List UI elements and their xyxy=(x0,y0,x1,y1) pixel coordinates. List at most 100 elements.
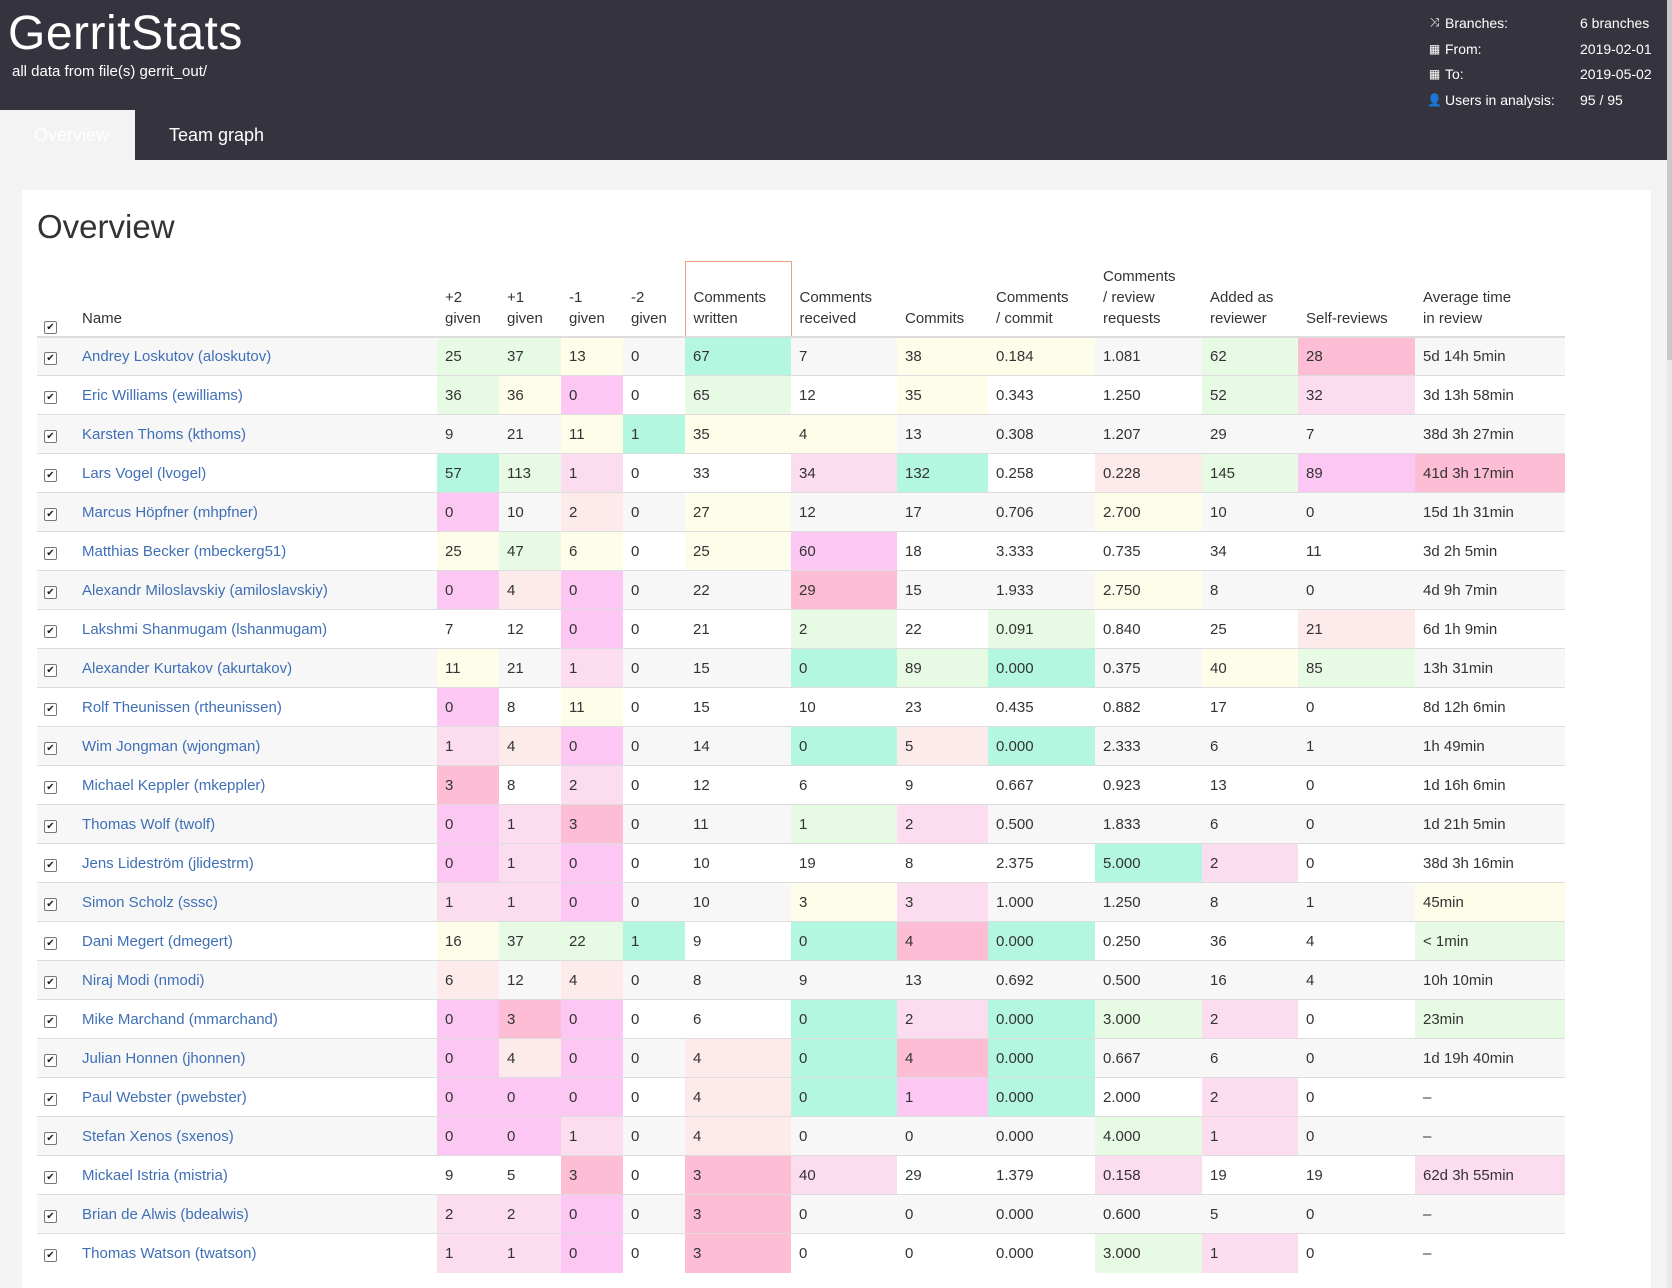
column-header-m1[interactable]: -1 given xyxy=(561,261,623,338)
cell-p2: 11 xyxy=(437,648,499,688)
row-checkbox[interactable]: ✔ xyxy=(44,1014,57,1028)
tab-overview[interactable]: Overview xyxy=(0,110,135,160)
user-link[interactable]: Mickael Istria (mistria) xyxy=(82,1166,228,1184)
row-checkbox[interactable]: ✔ xyxy=(44,819,57,833)
user-link[interactable]: Michael Keppler (mkeppler) xyxy=(82,776,266,794)
select-all-checkbox[interactable]: ✔ xyxy=(44,320,57,334)
user-link[interactable]: Stefan Xenos (sxenos) xyxy=(82,1127,234,1145)
cell-cr: 0 xyxy=(791,999,897,1039)
row-checkbox[interactable]: ✔ xyxy=(44,546,57,560)
row-checkbox[interactable]: ✔ xyxy=(44,507,57,521)
user-link[interactable]: Niraj Modi (nmodi) xyxy=(82,971,205,989)
scrollbar-thumb[interactable] xyxy=(1667,0,1672,360)
cell-m2: 0 xyxy=(623,999,685,1039)
user-link[interactable]: Thomas Wolf (twolf) xyxy=(82,815,216,833)
column-header-m2[interactable]: -2 given xyxy=(623,261,685,338)
table-row: ✔ Eric Williams (ewilliams) 36 36 0 0 65 12 35 0.… xyxy=(37,375,1565,415)
user-name-cell: Mike Marchand (mmarchand) xyxy=(74,999,437,1039)
row-checkbox[interactable]: ✔ xyxy=(44,585,57,599)
column-header-cpc[interactable]: Comments / commit xyxy=(988,261,1095,338)
user-link[interactable]: Jens Lideström (jlidestrm) xyxy=(82,854,254,872)
column-header-name[interactable]: Name xyxy=(74,261,437,338)
column-header-cw[interactable]: Comments written xyxy=(684,261,792,338)
cell-sr: 0 xyxy=(1298,687,1415,727)
cell-avg: 1d 19h 40min xyxy=(1415,1038,1565,1078)
user-link[interactable]: Dani Megert (dmegert) xyxy=(82,932,233,950)
row-checkbox[interactable]: ✔ xyxy=(44,390,57,404)
row-checkbox[interactable]: ✔ xyxy=(44,858,57,872)
cell-cw: 15 xyxy=(685,687,791,727)
column-header-cr[interactable]: Comments received xyxy=(791,261,897,338)
user-link[interactable]: Paul Webster (pwebster) xyxy=(82,1088,247,1106)
row-checkbox[interactable]: ✔ xyxy=(44,663,57,677)
user-link[interactable]: Matthias Becker (mbeckerg51) xyxy=(82,542,287,560)
column-header-p2[interactable]: +2 given xyxy=(437,261,499,338)
user-link[interactable]: Simon Scholz (sssc) xyxy=(82,893,218,911)
row-checkbox[interactable]: ✔ xyxy=(44,1170,57,1184)
cell-sr: 0 xyxy=(1298,1194,1415,1234)
row-checkbox[interactable]: ✔ xyxy=(44,936,57,950)
row-checkbox[interactable]: ✔ xyxy=(44,624,57,638)
row-checkbox[interactable]: ✔ xyxy=(44,975,57,989)
row-checkbox[interactable]: ✔ xyxy=(44,702,57,716)
user-link[interactable]: Marcus Höpfner (mhpfner) xyxy=(82,503,258,521)
row-checkbox[interactable]: ✔ xyxy=(44,1209,57,1223)
row-checkbox-cell: ✔ xyxy=(37,570,74,610)
table-row: ✔ Paul Webster (pwebster) 0 0 0 0 4 0 1 0.000 2.00… xyxy=(37,1077,1565,1117)
column-header-sr[interactable]: Self-reviews xyxy=(1298,261,1415,338)
row-checkbox[interactable]: ✔ xyxy=(44,429,57,443)
cell-commits: 2 xyxy=(897,804,988,844)
user-link[interactable]: Rolf Theunissen (rtheunissen) xyxy=(82,698,282,716)
row-checkbox[interactable]: ✔ xyxy=(44,468,57,482)
cell-p1: 1 xyxy=(499,843,561,883)
row-checkbox[interactable]: ✔ xyxy=(44,1053,57,1067)
row-checkbox[interactable]: ✔ xyxy=(44,1248,57,1262)
user-link[interactable]: Thomas Watson (twatson) xyxy=(82,1244,257,1262)
cell-m2: 0 xyxy=(623,687,685,727)
cell-sr: 32 xyxy=(1298,375,1415,415)
cell-m2: 0 xyxy=(623,375,685,415)
row-checkbox[interactable]: ✔ xyxy=(44,1131,57,1145)
user-link[interactable]: Eric Williams (ewilliams) xyxy=(82,386,243,404)
row-checkbox-cell: ✔ xyxy=(37,531,74,571)
table-header-row: ✔ Name +2 given +1 given -1 given -2 given Comment… xyxy=(37,261,1565,338)
column-header-aar[interactable]: Added as reviewer xyxy=(1202,261,1298,338)
cell-p1: 113 xyxy=(499,453,561,493)
cell-p2: 0 xyxy=(437,843,499,883)
cell-crr: 2.750 xyxy=(1095,570,1202,610)
table-row: ✔ Lakshmi Shanmugam (lshanmugam) 7 12 0 0 21 2 2… xyxy=(37,609,1565,649)
row-checkbox[interactable]: ✔ xyxy=(44,897,57,911)
user-link[interactable]: Alexandr Miloslavskiy (amiloslavskiy) xyxy=(82,581,328,599)
cell-p1: 4 xyxy=(499,570,561,610)
user-link[interactable]: Karsten Thoms (kthoms) xyxy=(82,425,246,443)
column-header-p1[interactable]: +1 given xyxy=(499,261,561,338)
user-name-cell: Alexander Kurtakov (akurtakov) xyxy=(74,648,437,688)
scrollbar[interactable] xyxy=(1667,0,1672,1288)
cell-aar: 29 xyxy=(1202,414,1298,454)
column-header-crr[interactable]: Comments / review requests xyxy=(1095,261,1202,338)
row-checkbox[interactable]: ✔ xyxy=(44,741,57,755)
tab-team-graph[interactable]: Team graph xyxy=(169,125,265,145)
user-link[interactable]: Lars Vogel (lvogel) xyxy=(82,464,207,482)
user-link[interactable]: Wim Jongman (wjongman) xyxy=(82,737,261,755)
column-header-commits[interactable]: Commits xyxy=(897,261,988,338)
user-link[interactable]: Andrey Loskutov (aloskutov) xyxy=(82,347,272,365)
cell-m2: 0 xyxy=(623,570,685,610)
user-link[interactable]: Brian de Alwis (bdealwis) xyxy=(82,1205,249,1223)
user-link[interactable]: Julian Honnen (jhonnen) xyxy=(82,1049,246,1067)
user-name-cell: Michael Keppler (mkeppler) xyxy=(74,765,437,805)
row-checkbox[interactable]: ✔ xyxy=(44,1092,57,1106)
row-checkbox[interactable]: ✔ xyxy=(44,780,57,794)
cell-m1: 0 xyxy=(561,843,623,883)
user-link[interactable]: Mike Marchand (mmarchand) xyxy=(82,1010,278,1028)
row-checkbox[interactable]: ✔ xyxy=(44,351,57,365)
user-link[interactable]: Lakshmi Shanmugam (lshanmugam) xyxy=(82,620,328,638)
column-header-avg[interactable]: Average time in review xyxy=(1415,261,1565,338)
user-link[interactable]: Alexander Kurtakov (akurtakov) xyxy=(82,659,293,677)
cell-m1: 0 xyxy=(561,999,623,1039)
cell-p2: 0 xyxy=(437,1077,499,1117)
cell-cr: 0 xyxy=(791,1233,897,1273)
cell-cr: 2 xyxy=(791,609,897,649)
cell-cr: 1 xyxy=(791,804,897,844)
cell-cpc: 0.091 xyxy=(988,609,1095,649)
